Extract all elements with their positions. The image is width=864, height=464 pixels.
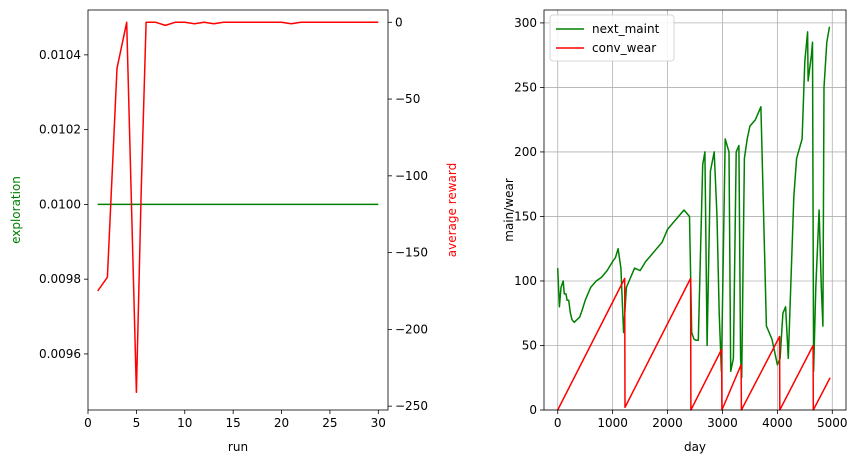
next-maint-series-line <box>556 26 831 379</box>
right-chart-frame <box>543 9 847 411</box>
x-tick-label: 0 <box>554 416 562 430</box>
y-right-tick-label: −100 <box>395 169 428 183</box>
y-right-tick-label: 0 <box>395 15 403 29</box>
x-tick-label: 1000 <box>597 416 628 430</box>
y-left-axis-label: exploration <box>9 176 23 244</box>
y-right-tick-label: −50 <box>395 92 420 106</box>
gridlines <box>544 10 846 411</box>
legend-label-next-maint: next_maint <box>592 22 660 36</box>
x-tick-label: 5 <box>133 416 141 430</box>
y-tick-label: 50 <box>522 338 537 352</box>
right-chart-series <box>556 26 831 411</box>
y-left-tick-label: 0.0100 <box>39 197 81 211</box>
y-left-tick-label: 0.0098 <box>39 272 81 286</box>
y-right-tick-label: −150 <box>395 246 428 260</box>
y-axis-label: main/wear <box>502 178 516 242</box>
x-tick-label: 10 <box>177 416 192 430</box>
y-tick-label: 300 <box>514 16 537 30</box>
left-chart-frame <box>87 9 389 411</box>
legend-label-conv-wear: conv_wear <box>592 41 656 55</box>
right-chart: 0 1000 2000 3000 4000 5000 0 50 100 150 200 250 300 d… <box>502 9 848 454</box>
x-tick-label: 4000 <box>762 416 793 430</box>
y-tick-label: 150 <box>514 209 537 223</box>
left-chart-series <box>97 21 379 394</box>
x-tick-label: 3000 <box>707 416 738 430</box>
x-tick-label: 15 <box>226 416 241 430</box>
y-right-tick-label: −200 <box>395 322 428 336</box>
x-tick-label: 2000 <box>652 416 683 430</box>
y-left-tick-label: 0.0104 <box>39 48 81 62</box>
x-tick-label: 30 <box>371 416 386 430</box>
y-right-tick-label: −250 <box>395 399 428 413</box>
y-tick-label: 0 <box>529 403 537 417</box>
left-chart: 0 5 10 15 20 25 30 0.0096 0.0098 0.0100 0.0102 0.01… <box>9 9 459 454</box>
x-axis-label: run <box>228 440 248 454</box>
x-axis-label: day <box>684 440 706 454</box>
y-right-axis-label: average reward <box>445 163 459 258</box>
y-left-tick-label: 0.0102 <box>39 123 81 137</box>
conv-wear-series-line <box>557 277 831 411</box>
legend: next_maint conv_wear <box>549 14 675 62</box>
average-reward-series-line <box>97 21 379 394</box>
x-tick-label: 5000 <box>817 416 848 430</box>
legend-box <box>549 14 675 62</box>
y-tick-label: 100 <box>514 274 537 288</box>
x-tick-label: 0 <box>84 416 92 430</box>
x-tick-label: 20 <box>274 416 289 430</box>
y-left-tick-label: 0.0096 <box>39 347 81 361</box>
y-tick-label: 200 <box>514 145 537 159</box>
x-tick-label: 25 <box>322 416 337 430</box>
y-tick-label: 250 <box>514 80 537 94</box>
